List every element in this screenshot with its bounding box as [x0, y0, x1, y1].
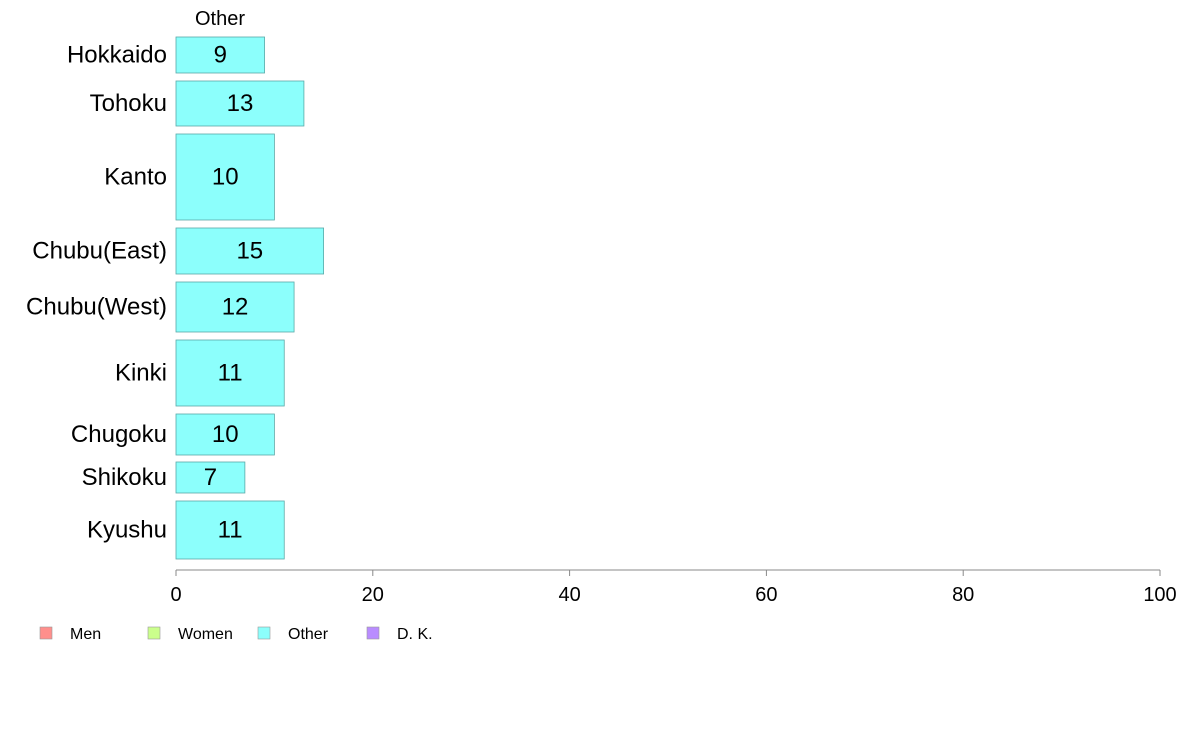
x-tick-label: 40: [558, 584, 580, 606]
bar: [175, 339, 285, 407]
category-label: Hokkaido: [67, 42, 167, 69]
bar-value-label: 10: [212, 164, 239, 191]
x-axis: 0 20 40 60 80 100: [170, 569, 1177, 606]
bar: [175, 80, 305, 127]
legend-swatch: [366, 626, 380, 640]
x-tick-label: 100: [1143, 584, 1176, 606]
legend: Men Women Other D. K.: [39, 626, 433, 643]
legend-label: Other: [288, 626, 329, 643]
bar-value-label: 15: [236, 238, 263, 265]
category-label: Shikoku: [82, 464, 167, 491]
category-label: Chubu(East): [32, 238, 167, 265]
legend-swatch: [39, 626, 53, 640]
column-header: Other: [195, 8, 245, 30]
bar: [175, 500, 285, 560]
bar-value-label: 11: [218, 360, 243, 387]
bar-value-label: 12: [222, 294, 249, 321]
bars-group: Hokkaido 9 Tohoku 13 Kanto 10 Chubu(East) 15 Chu…: [26, 36, 325, 560]
category-label: Chubu(West): [26, 294, 167, 321]
bar-value-label: 7: [204, 464, 217, 491]
category-label: Kanto: [104, 164, 167, 191]
bar: [175, 36, 265, 74]
bar: [175, 133, 275, 221]
bar: [175, 281, 295, 333]
x-tick-label: 20: [362, 584, 384, 606]
x-tick-label: 0: [170, 584, 181, 606]
x-tick-label: 60: [755, 584, 777, 606]
legend-label: Men: [70, 626, 101, 643]
legend-label: D. K.: [397, 626, 433, 643]
legend-swatch: [147, 626, 161, 640]
x-tick-label: 80: [952, 584, 974, 606]
bar-value-label: 10: [212, 421, 239, 448]
category-label: Kyushu: [87, 517, 167, 544]
legend-label: Women: [178, 626, 233, 643]
category-label: Tohoku: [90, 90, 167, 117]
bar-value-label: 13: [227, 90, 254, 117]
bar: [175, 413, 275, 456]
bar: [175, 461, 246, 494]
category-label: Chugoku: [71, 421, 167, 448]
bar-value-label: 9: [214, 42, 227, 69]
category-label: Kinki: [115, 360, 167, 387]
bar: [175, 227, 325, 275]
bar-value-label: 11: [218, 517, 243, 544]
legend-swatch: [257, 626, 271, 640]
